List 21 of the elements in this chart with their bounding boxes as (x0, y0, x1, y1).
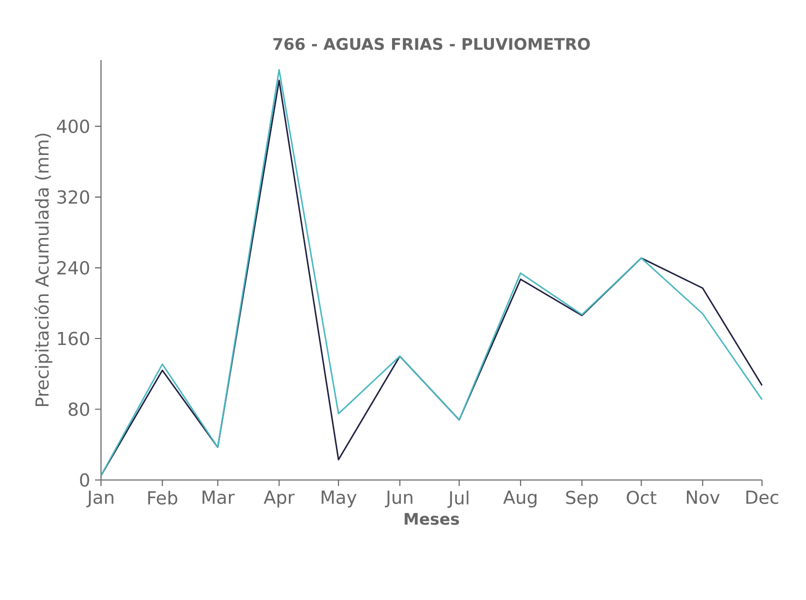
x-axis-title: Meses (404, 513, 459, 525)
x-tick-label: Jan (86, 490, 114, 508)
y-tick-label: 80 (68, 402, 90, 416)
x-tick-label: Feb (148, 490, 178, 505)
y-tick-label: 320 (57, 190, 90, 204)
y-tick-label: 160 (58, 332, 90, 346)
y-axis-title: Precipitación Acumulada (mm) (34, 134, 52, 406)
x-tick-label: Apr (264, 490, 295, 508)
y-tick-label: 400 (56, 120, 90, 134)
x-tick-label: Aug (503, 490, 536, 508)
x-tick-label: Nov (686, 490, 720, 504)
x-tick-label: Sep (566, 490, 598, 508)
y-tick-label: 240 (57, 261, 90, 275)
chart-title: 766 - AGUAS FRIAS - PLUVIOMETRO (273, 38, 590, 50)
x-tick-label: Jul (447, 490, 468, 508)
x-tick-label: Dec (746, 490, 778, 504)
x-tick-label: Mar (202, 490, 235, 504)
x-tick-label: May (322, 490, 357, 508)
y-tick-label: 0 (80, 473, 90, 487)
x-tick-label: Oct (626, 490, 656, 504)
x-tick-label: Jun (384, 490, 412, 508)
